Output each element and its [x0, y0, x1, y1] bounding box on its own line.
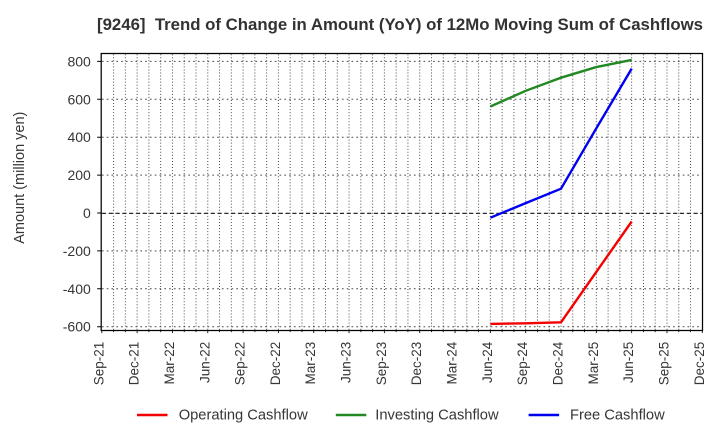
- svg-text:Jun-23: Jun-23: [339, 342, 354, 383]
- svg-text:Dec-21: Dec-21: [127, 342, 142, 386]
- svg-text:Free Cashflow: Free Cashflow: [570, 408, 665, 424]
- svg-text:Sep-22: Sep-22: [233, 342, 248, 386]
- svg-text:0: 0: [83, 205, 91, 221]
- svg-text:[9246] Trend of Change in Amo: [9246] Trend of Change in Amount (YoY) o…: [97, 15, 703, 34]
- svg-text:Sep-25: Sep-25: [657, 342, 672, 386]
- svg-text:Mar-25: Mar-25: [586, 342, 601, 385]
- svg-text:-200: -200: [63, 243, 91, 259]
- svg-text:Dec-23: Dec-23: [409, 342, 424, 386]
- svg-text:Dec-25: Dec-25: [692, 342, 707, 386]
- svg-text:Investing Cashflow: Investing Cashflow: [375, 408, 499, 424]
- svg-text:Mar-22: Mar-22: [162, 342, 177, 385]
- svg-text:800: 800: [67, 53, 91, 69]
- svg-text:Jun-25: Jun-25: [621, 342, 636, 383]
- svg-text:600: 600: [67, 91, 91, 107]
- svg-text:200: 200: [67, 167, 91, 183]
- svg-text:Operating Cashflow: Operating Cashflow: [179, 408, 308, 424]
- svg-text:Mar-23: Mar-23: [303, 342, 318, 385]
- svg-text:-400: -400: [63, 281, 91, 297]
- svg-text:Sep-21: Sep-21: [91, 342, 106, 386]
- svg-text:Dec-22: Dec-22: [268, 342, 283, 386]
- svg-text:Mar-24: Mar-24: [445, 341, 460, 384]
- svg-text:Amount (million yen): Amount (million yen): [12, 112, 28, 244]
- svg-text:Sep-24: Sep-24: [515, 341, 530, 385]
- svg-text:Sep-23: Sep-23: [374, 342, 389, 386]
- svg-text:400: 400: [67, 129, 91, 145]
- svg-text:Dec-24: Dec-24: [551, 341, 566, 385]
- svg-text:-600: -600: [63, 319, 91, 335]
- svg-text:Jun-22: Jun-22: [197, 342, 212, 383]
- svg-text:Jun-24: Jun-24: [480, 341, 495, 383]
